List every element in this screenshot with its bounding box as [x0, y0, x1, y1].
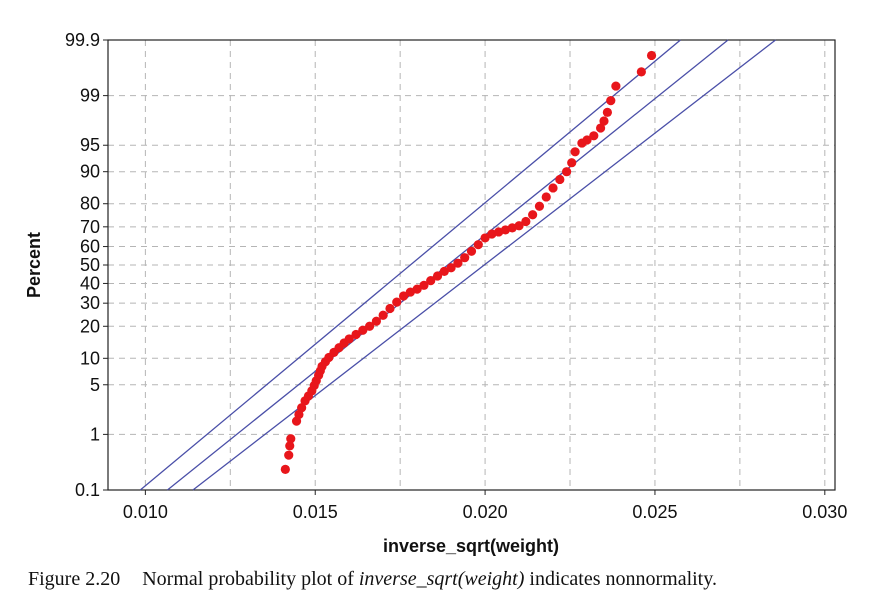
y-tick-label: 99	[80, 86, 100, 106]
data-point	[364, 321, 375, 331]
data-point	[480, 233, 490, 243]
data-point	[606, 96, 616, 106]
y-tick-label: 70	[80, 217, 100, 237]
data-point	[446, 263, 456, 273]
data-point	[548, 183, 558, 193]
data-point	[521, 216, 531, 227]
data-point	[589, 131, 599, 141]
data-point	[432, 271, 443, 281]
x-tick-label: 0.020	[463, 502, 508, 522]
x-axis-ticks: 0.010 0.015 0.020 0.025 0.030	[123, 490, 847, 522]
x-tick-label: 0.030	[802, 502, 847, 522]
caption-text-before: Normal probability plot of	[142, 568, 359, 590]
data-point	[344, 334, 354, 344]
data-point	[419, 280, 429, 290]
caption-text-after: indicates nonnormality.	[524, 568, 717, 590]
y-tick-label: 40	[80, 273, 100, 293]
data-point	[534, 201, 545, 211]
data-point	[280, 464, 290, 474]
data-points	[280, 50, 657, 474]
caption-emphasis: inverse_sqrt(weight)	[358, 568, 525, 590]
data-point	[385, 303, 395, 314]
x-axis-title: inverse_sqrt(weight)	[383, 536, 559, 556]
data-point	[567, 158, 577, 168]
figure-caption: Figure 2.20 Normal probability plot of in…	[28, 568, 868, 591]
data-point	[358, 325, 368, 335]
x-tick-label: 0.025	[632, 502, 677, 522]
y-tick-label: 50	[80, 255, 100, 275]
y-tick-label: 95	[80, 135, 100, 155]
data-point	[378, 310, 388, 320]
y-tick-label: 5	[90, 375, 100, 395]
data-point	[514, 221, 524, 231]
y-tick-label: 90	[80, 162, 100, 182]
data-point	[611, 81, 621, 91]
data-point	[286, 434, 296, 444]
y-tick-label: 10	[80, 348, 100, 368]
data-point	[528, 210, 538, 220]
data-point	[636, 67, 646, 77]
data-point	[555, 174, 565, 185]
data-point	[284, 450, 294, 460]
data-point	[439, 266, 449, 276]
caption-number: Figure 2.20	[28, 568, 121, 590]
x-tick-label: 0.010	[123, 502, 168, 522]
data-point	[392, 297, 402, 307]
data-point	[473, 240, 483, 250]
data-point	[570, 147, 580, 157]
y-axis-title: Percent	[24, 232, 44, 298]
data-point	[453, 258, 463, 268]
data-point	[595, 123, 606, 133]
data-point	[541, 192, 551, 202]
data-point	[646, 50, 657, 61]
data-point	[412, 284, 422, 294]
x-tick-label: 0.015	[293, 502, 338, 522]
data-point	[426, 276, 436, 286]
y-tick-label: 30	[80, 293, 100, 313]
data-point	[599, 116, 609, 126]
data-point	[602, 107, 612, 117]
data-point	[371, 316, 381, 326]
y-tick-label: 60	[80, 237, 100, 257]
data-point	[297, 403, 307, 413]
data-point	[562, 167, 572, 177]
upper-bound-line	[139, 39, 681, 491]
grid-lines	[108, 40, 835, 490]
y-tick-label: 20	[80, 316, 100, 336]
data-point	[466, 246, 477, 256]
data-point	[460, 253, 470, 263]
data-point	[285, 441, 295, 451]
lower-bound-line	[192, 39, 776, 491]
y-tick-label: 99.9	[65, 30, 100, 50]
y-tick-label: 1	[90, 424, 100, 444]
y-tick-label: 80	[80, 194, 100, 214]
data-point	[582, 135, 592, 145]
data-point	[398, 291, 409, 301]
y-tick-label: 0.1	[75, 480, 100, 500]
data-point	[351, 329, 361, 340]
